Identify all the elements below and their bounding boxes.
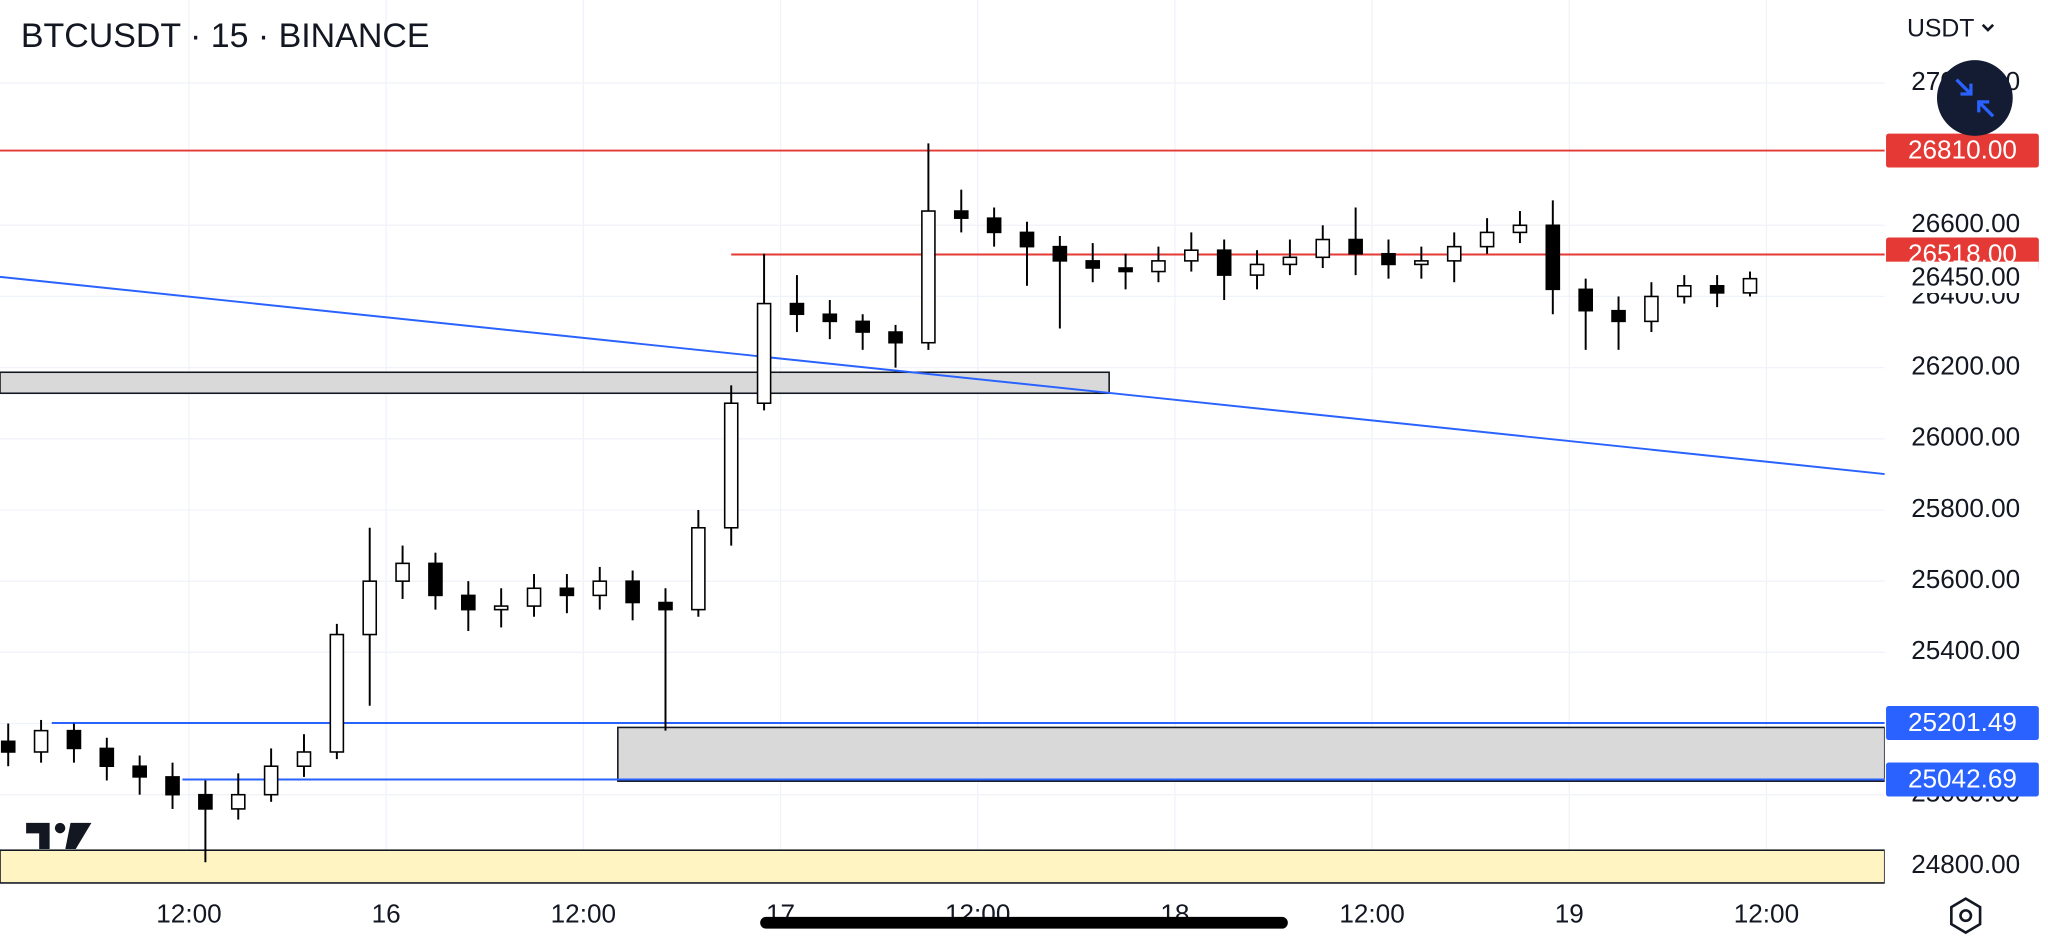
trend-line	[0, 275, 1885, 476]
candle-body	[1348, 238, 1363, 255]
zone	[0, 849, 1886, 884]
candle-body	[1183, 249, 1199, 262]
candle-body	[1052, 245, 1068, 262]
candle-body	[1578, 288, 1593, 312]
candle-body	[230, 793, 246, 810]
candle-body	[66, 729, 82, 750]
x-tick-label: 12:00	[1734, 899, 1799, 929]
candle-body	[1019, 231, 1035, 248]
candle-body	[198, 793, 213, 810]
price-badge	[1886, 133, 2039, 168]
candle-body	[953, 210, 969, 219]
price-badge	[1886, 762, 2039, 797]
candle-body	[1611, 309, 1626, 323]
zone	[617, 726, 1886, 782]
button-icon	[1955, 78, 1995, 118]
candle-body	[1709, 284, 1725, 294]
candle-body	[329, 633, 345, 753]
restore-button[interactable]	[1936, 60, 2013, 136]
chevron[interactable]	[1981, 23, 1995, 32]
y-tick-label: 26000.00	[1911, 422, 2020, 452]
candle-body	[1249, 263, 1265, 276]
candle-body	[1085, 260, 1101, 269]
candle-body	[33, 729, 49, 753]
candle-body	[132, 765, 147, 778]
y-tick-label: 25400.00	[1911, 635, 2020, 665]
candle-body	[99, 747, 115, 768]
candle-body	[1414, 260, 1429, 266]
y-tick-label: 26200.00	[1911, 351, 2020, 381]
candle-body	[428, 562, 443, 597]
x-tick-label: 12:00	[551, 899, 616, 929]
candle-body	[625, 580, 640, 604]
last-price-label: 26450.00	[1911, 262, 2020, 292]
candle-body	[526, 587, 542, 607]
candle-body	[296, 751, 312, 768]
price-badge-label: 25042.69	[1908, 764, 2017, 794]
price-badge	[1886, 706, 2039, 740]
x-tick-label: 16	[372, 899, 401, 929]
x-tick-label: 19	[1555, 899, 1584, 929]
last-price-badge	[1886, 261, 2039, 294]
candle-body	[888, 331, 903, 344]
logo	[26, 822, 92, 849]
candle-body	[1545, 224, 1561, 291]
candle-body	[1315, 238, 1331, 259]
y-tick-label: 25600.00	[1911, 564, 2020, 594]
zone	[0, 371, 1110, 395]
candle-body	[1512, 224, 1528, 234]
candle-body	[460, 594, 476, 611]
candle-body	[263, 765, 279, 796]
candles	[0, 143, 1758, 863]
candle-body	[362, 580, 378, 636]
candle-body	[1644, 295, 1659, 323]
candle-body	[1676, 284, 1692, 298]
axes: 24800.0025000.0025200.0025400.0025600.00…	[156, 66, 2039, 929]
candle-body	[165, 776, 180, 796]
settings-button[interactable]	[1950, 897, 1982, 935]
candle-body	[921, 210, 936, 344]
x-tick-label: 12:00	[156, 899, 221, 929]
candle-body	[855, 320, 870, 333]
candle-body	[756, 302, 772, 405]
currency-selector[interactable]: USDT	[1907, 16, 1975, 43]
candle-body	[723, 402, 739, 529]
y-tick-label: 25800.00	[1911, 493, 2020, 523]
candle-body	[691, 526, 706, 611]
candle-body	[592, 580, 608, 597]
x-tick-label: 12:00	[1339, 899, 1404, 929]
y-tick-label: 26600.00	[1911, 208, 2020, 238]
y-tick-label: 24800.00	[1911, 849, 2020, 879]
candle-body	[1381, 252, 1396, 266]
candle-body	[822, 313, 838, 323]
candle-body	[1446, 245, 1462, 262]
grid	[0, 0, 1885, 883]
candle-body	[1282, 256, 1298, 266]
button-circle	[1936, 60, 2013, 136]
home-indicator	[760, 916, 1288, 929]
candle-body	[395, 562, 410, 582]
candle-body	[658, 601, 673, 611]
candle-body	[1479, 231, 1495, 248]
candle-body	[1742, 277, 1758, 294]
chart-title: BTCUSDT · 15 · BINANCE	[21, 17, 430, 55]
candle-body	[1216, 249, 1232, 276]
price-badge-label: 25201.49	[1908, 707, 2017, 737]
candle-body	[493, 605, 509, 611]
candle-body	[789, 302, 805, 316]
candle-body	[0, 740, 16, 753]
candle-body	[1118, 267, 1133, 273]
candle-body	[1151, 260, 1166, 273]
candle-body	[986, 217, 1002, 234]
candle-body	[559, 587, 575, 597]
price-badge-label: 26810.00	[1908, 135, 2017, 165]
zones	[0, 371, 1886, 884]
